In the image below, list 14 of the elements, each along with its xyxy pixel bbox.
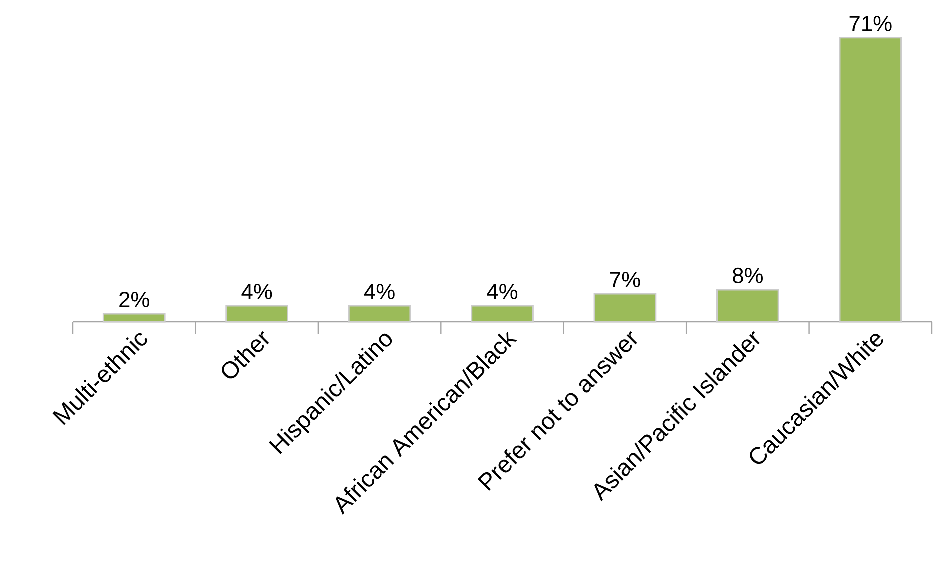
bar bbox=[716, 289, 780, 323]
data-label: 2% bbox=[120, 292, 150, 308]
data-label: 4% bbox=[242, 284, 272, 300]
data-label: 8% bbox=[733, 268, 763, 284]
bar bbox=[471, 305, 534, 323]
bar bbox=[348, 305, 412, 323]
bar bbox=[102, 313, 166, 323]
data-label: 4% bbox=[487, 284, 518, 300]
bar bbox=[594, 293, 657, 323]
data-label: 7% bbox=[610, 272, 640, 288]
data-label: 71% bbox=[850, 16, 892, 32]
bar bbox=[839, 37, 902, 323]
bar bbox=[226, 305, 289, 323]
data-label: 4% bbox=[364, 284, 395, 300]
